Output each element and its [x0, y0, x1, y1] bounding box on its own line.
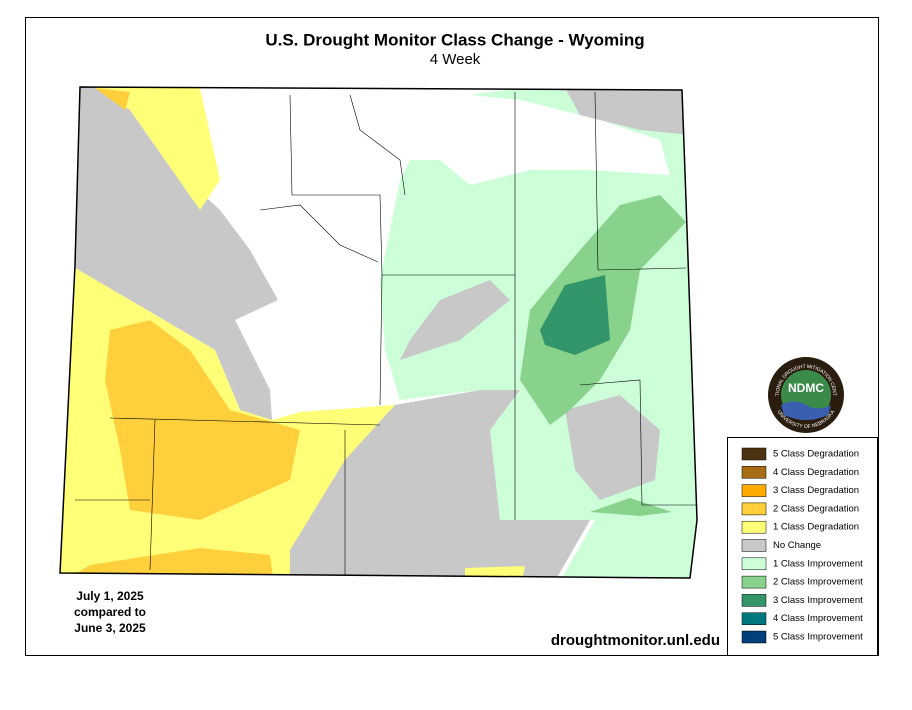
- date-line: compared to: [74, 605, 146, 619]
- state-outline: [59, 86, 698, 579]
- legend-swatch: [741, 594, 767, 607]
- source-url: droughtmonitor.unl.edu: [551, 632, 720, 649]
- drought-change-region: [400, 280, 510, 360]
- legend-swatch: [741, 612, 767, 625]
- subtitle: 4 Week: [430, 51, 481, 68]
- date-line: July 1, 2025: [76, 589, 144, 603]
- legend: 5 Class Degradation 4 Class Degradation 3 …: [741, 447, 863, 644]
- legend-swatch: [741, 466, 767, 479]
- title: U.S. Drought Monitor Class Change - Wyom…: [265, 30, 644, 49]
- legend-label: 2 Class Degradation: [773, 503, 859, 514]
- legend-label: 1 Class Improvement: [773, 558, 863, 569]
- legend-swatch: [741, 557, 767, 571]
- drought-change-region: [465, 566, 525, 578]
- legend-label: No Change: [773, 540, 821, 551]
- legend-swatch: [741, 520, 767, 534]
- legend-label: 4 Class Degradation: [773, 467, 859, 478]
- drought-change-region: [70, 87, 220, 210]
- drought-change-region: [540, 275, 610, 355]
- drought-change-region: [60, 548, 275, 578]
- logo-abbr: NDMC: [788, 381, 824, 395]
- legend-swatch: [741, 484, 767, 497]
- legend-label: 4 Class Improvement: [773, 613, 863, 624]
- legend-swatch: [741, 539, 767, 552]
- logo-wave: [781, 401, 831, 420]
- legend-swatch: [741, 630, 767, 644]
- drought-change-region: [70, 87, 278, 420]
- legend-swatch: [741, 447, 767, 461]
- drought-change-region: [290, 390, 590, 578]
- legend-label: 5 Class Degradation: [773, 449, 859, 460]
- legend-swatch: [741, 502, 767, 516]
- date-line: June 3, 2025: [74, 621, 146, 635]
- legend-label: 1 Class Degradation: [773, 522, 859, 533]
- legend-swatch: [741, 575, 767, 589]
- drought-change-region: [565, 88, 690, 135]
- county-lines: [75, 91, 697, 575]
- drought-change-region: [565, 395, 660, 500]
- legend-label: 3 Class Improvement: [773, 595, 863, 606]
- legend-label: 3 Class Degradation: [773, 485, 859, 496]
- drought-change-region: [590, 498, 672, 516]
- legend-label: 2 Class Improvement: [773, 577, 863, 588]
- state-map: [60, 87, 697, 578]
- drought-change-region: [95, 88, 130, 110]
- drought-change-region: [105, 320, 300, 520]
- legend-label: 5 Class Improvement: [773, 632, 863, 643]
